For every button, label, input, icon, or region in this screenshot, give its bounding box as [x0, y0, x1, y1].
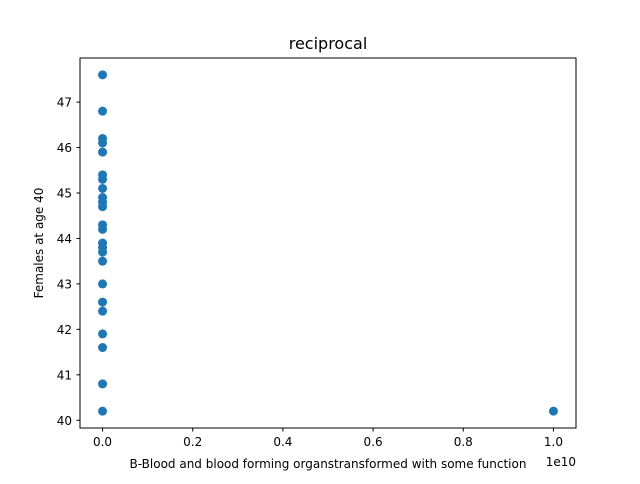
data-point: [98, 70, 108, 80]
y-tick-label: 46: [57, 141, 72, 155]
data-point: [98, 379, 108, 389]
data-point: [98, 138, 108, 148]
y-tick-label: 47: [57, 96, 72, 110]
y-tick-label: 44: [57, 232, 72, 246]
y-tick-label: 42: [57, 323, 72, 337]
data-point: [98, 406, 108, 416]
y-tick-label: 43: [57, 277, 72, 291]
x-axis-label: B-Blood and blood forming organstransfor…: [130, 457, 527, 471]
data-point: [98, 247, 108, 257]
x-ticks-layer: 0.0 0.2 0.4 0.6 0.8 1.0: [93, 428, 563, 449]
x-axis-offset-text: 1e10: [546, 455, 576, 469]
x-tick-label: 0.2: [183, 435, 202, 449]
points-layer: [98, 70, 558, 416]
data-point: [548, 406, 558, 416]
y-tick-label: 45: [57, 187, 72, 201]
data-point: [98, 174, 108, 184]
data-point: [98, 297, 108, 307]
x-tick-label: 0.6: [364, 435, 383, 449]
plot-frame: [79, 57, 577, 429]
data-point: [98, 256, 108, 266]
chart-title: reciprocal: [289, 34, 368, 53]
x-tick-label: 0.8: [454, 435, 473, 449]
x-tick-label: 1.0: [544, 435, 563, 449]
data-point: [98, 106, 108, 116]
data-point: [98, 343, 108, 353]
x-tick-label: 0.0: [93, 435, 112, 449]
data-point: [98, 329, 108, 339]
data-point: [98, 224, 108, 234]
data-point: [98, 279, 108, 289]
y-axis-label: Females at age 40: [32, 188, 46, 299]
plot-area: [80, 58, 576, 428]
y-ticks-layer: 40 41 42 43 44 45 46 47: [57, 96, 80, 428]
data-point: [98, 202, 108, 212]
data-point: [98, 183, 108, 193]
data-point: [98, 306, 108, 316]
y-tick-label: 40: [57, 414, 72, 428]
y-tick-label: 41: [57, 368, 72, 382]
x-tick-label: 0.4: [273, 435, 292, 449]
data-point: [98, 147, 108, 157]
